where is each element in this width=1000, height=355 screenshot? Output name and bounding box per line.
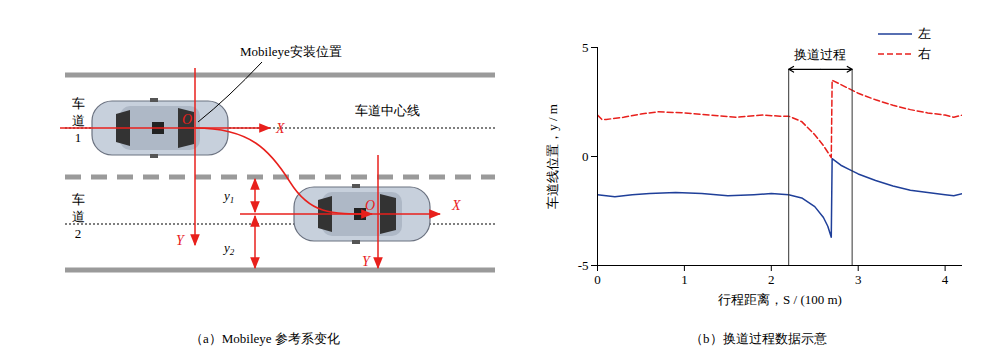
svg-text:1: 1	[681, 272, 688, 287]
svg-text:y1: y1	[222, 188, 234, 205]
svg-text:道: 道	[72, 113, 85, 128]
svg-text:车: 车	[72, 96, 85, 111]
svg-text:y2: y2	[222, 240, 235, 257]
svg-text:1: 1	[75, 130, 82, 145]
svg-text:X: X	[275, 121, 285, 136]
svg-text:Y: Y	[176, 233, 186, 248]
svg-text:X: X	[451, 198, 461, 213]
svg-text:换道过程: 换道过程	[794, 47, 846, 62]
html-text:（a）Mobileye 参考系变化: （a）Mobileye 参考系变化	[190, 331, 340, 346]
svg-text:2: 2	[768, 272, 775, 287]
svg-text:0: 0	[582, 149, 589, 164]
html-text:左: 左	[918, 26, 931, 41]
svg-text:O: O	[365, 198, 375, 213]
svg-text:车道中心线: 车道中心线	[355, 103, 420, 118]
svg-text:道: 道	[72, 209, 85, 224]
html-text:右: 右	[918, 46, 931, 61]
html-text:（b）换道过程数据示意: （b）换道过程数据示意	[690, 331, 827, 346]
svg-text:O: O	[182, 112, 192, 127]
svg-text:Mobileye安装位置: Mobileye安装位置	[240, 44, 342, 59]
svg-text:-5: -5	[578, 258, 589, 273]
svg-text:行程距离，S / (100 m): 行程距离，S / (100 m)	[718, 292, 842, 307]
svg-text:0: 0	[594, 272, 601, 287]
svg-text:Y: Y	[362, 254, 372, 269]
svg-text:3: 3	[855, 272, 862, 287]
svg-text:车道线位置，y / m: 车道线位置，y / m	[545, 104, 560, 209]
svg-text:5: 5	[582, 40, 589, 55]
svg-text:2: 2	[75, 226, 82, 241]
svg-text:车: 车	[72, 192, 85, 207]
svg-text:4: 4	[942, 272, 949, 287]
